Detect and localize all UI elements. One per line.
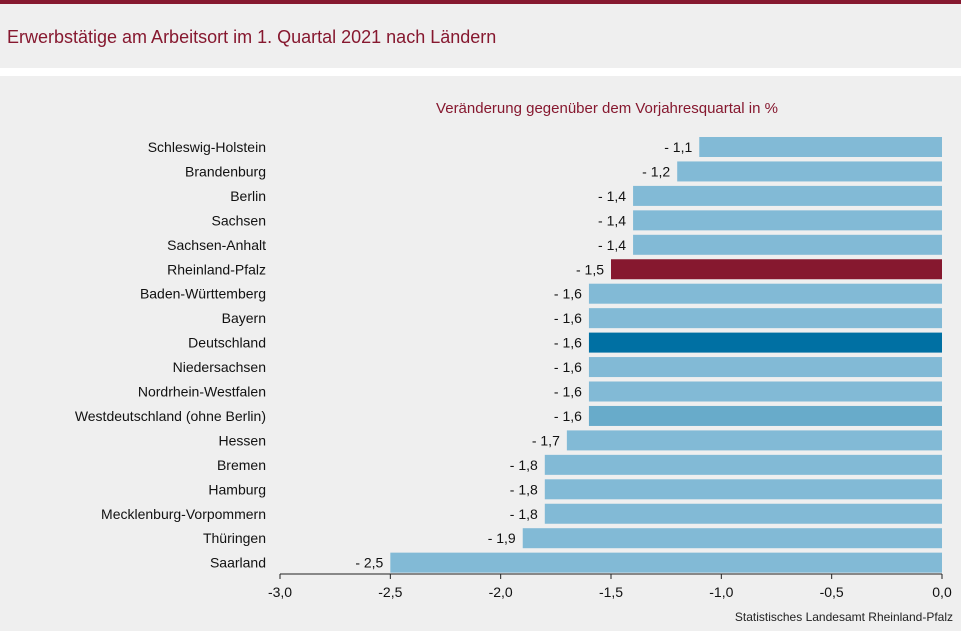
x-tick-label: -1,5: [599, 584, 623, 600]
category-label: Hamburg: [208, 481, 266, 497]
data-label: - 1,8: [510, 481, 538, 497]
category-label: Rheinland-Pfalz: [167, 261, 266, 277]
category-label: Brandenburg: [185, 163, 266, 179]
data-label: - 1,6: [554, 310, 582, 326]
chart-subtitle: Veränderung gegenüber dem Vorjahresquart…: [436, 100, 778, 117]
x-tick-label: -1,0: [709, 584, 733, 600]
bar: [588, 405, 942, 426]
x-tick-label: -0,5: [820, 584, 844, 600]
category-label: Hessen: [219, 432, 266, 448]
bar: [566, 430, 942, 451]
data-label: - 1,1: [664, 139, 692, 155]
category-label: Thüringen: [203, 530, 266, 546]
bar: [390, 552, 942, 573]
bar: [633, 185, 942, 206]
data-label: - 1,8: [510, 506, 538, 522]
category-label: Sachsen-Anhalt: [167, 237, 266, 253]
data-label: - 1,6: [554, 335, 582, 351]
data-label: - 2,5: [355, 555, 383, 571]
bar: [588, 283, 942, 304]
source-note: Statistisches Landesamt Rheinland-Pfalz: [734, 610, 953, 624]
x-tick-label: 0,0: [932, 584, 952, 600]
bar: [633, 210, 942, 231]
category-label: Saarland: [210, 555, 266, 571]
header: Erwerbstätige am Arbeitsort im 1. Quarta…: [0, 4, 961, 68]
bar: [544, 454, 942, 475]
bar: [544, 503, 942, 524]
data-label: - 1,4: [598, 212, 626, 228]
bar: [588, 381, 942, 402]
bar: [588, 332, 942, 353]
data-label: - 1,6: [554, 384, 582, 400]
data-label: - 1,6: [554, 359, 582, 375]
category-label: Bremen: [217, 457, 266, 473]
bar: [544, 479, 942, 500]
data-label: - 1,6: [554, 408, 582, 424]
data-label: - 1,4: [598, 188, 626, 204]
x-tick-label: -2,5: [378, 584, 402, 600]
top-accent-line: [0, 0, 961, 4]
data-label: - 1,5: [576, 261, 604, 277]
bar: [699, 137, 942, 157]
bar: [588, 357, 942, 378]
category-label: Berlin: [230, 188, 266, 204]
data-label: - 1,7: [532, 432, 560, 448]
category-label: Mecklenburg-Vorpommern: [101, 506, 266, 522]
x-tick-label: -2,0: [489, 584, 513, 600]
category-label: Bayern: [222, 310, 266, 326]
data-label: - 1,9: [488, 530, 516, 546]
category-label: Sachsen: [212, 212, 266, 228]
bar: [633, 234, 942, 255]
header-divider: [0, 68, 961, 76]
category-label: Niedersachsen: [173, 359, 266, 375]
bar: [611, 259, 942, 280]
data-label: - 1,6: [554, 286, 582, 302]
data-label: - 1,8: [510, 457, 538, 473]
category-label: Nordrhein-Westfalen: [138, 384, 266, 400]
data-label: - 1,4: [598, 237, 626, 253]
x-axis: -3,0 -2,5 -2,0 -1,5 -1,0 -0,5 0,0: [268, 573, 952, 600]
bars-layer: - 1,1 Schleswig-Holstein - 1,2 Brandenburg -…: [75, 137, 942, 573]
bar: [522, 528, 942, 549]
category-label: Deutschland: [188, 335, 266, 351]
page-title: Erwerbstätige am Arbeitsort im 1. Quarta…: [7, 27, 497, 47]
data-label: - 1,2: [642, 163, 670, 179]
bar: [588, 308, 942, 329]
category-label: Schleswig-Holstein: [148, 139, 266, 155]
category-label: Westdeutschland (ohne Berlin): [75, 408, 266, 424]
bar: [677, 161, 942, 182]
category-label: Baden-Württemberg: [140, 286, 266, 302]
x-tick-label: -3,0: [268, 584, 292, 600]
